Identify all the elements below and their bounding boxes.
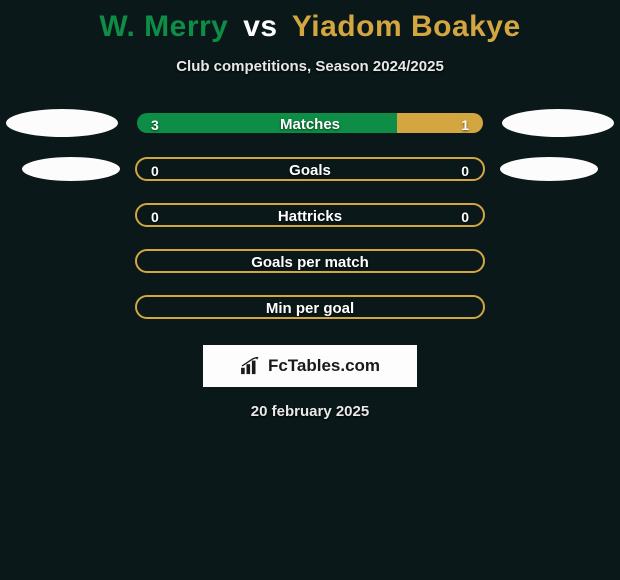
stat-label: Goals per match [137, 251, 483, 273]
stat-value-right: 0 [461, 205, 469, 227]
stat-bar: Min per goal [135, 295, 485, 319]
stat-value-left: 0 [151, 205, 159, 227]
comparison-title: W. Merry vs Yiadom Boakye [0, 0, 620, 44]
player2-ellipse [502, 109, 614, 137]
stat-row: Goals per match [0, 249, 620, 273]
stat-rows: Matches31Goals00Hattricks00Goals per mat… [0, 111, 620, 319]
stat-row: Hattricks0 0 [0, 203, 620, 227]
player1-name: W. Merry [99, 10, 228, 43]
stat-label: Goals [137, 159, 483, 181]
stat-row: Min per goal [0, 295, 620, 319]
stat-value-left: 0 [151, 159, 159, 181]
player2-ellipse [500, 157, 598, 181]
player1-ellipse [22, 157, 120, 181]
stat-bar: Matches3 1 [135, 111, 485, 135]
stat-value-left: 3 [151, 113, 159, 135]
stat-bar: Hattricks0 0 [135, 203, 485, 227]
stat-bar: Goals per match [135, 249, 485, 273]
brand-text: FcTables.com [268, 356, 380, 376]
vs-text: vs [243, 10, 277, 43]
player1-ellipse [6, 109, 118, 137]
stat-label: Min per goal [137, 297, 483, 319]
stat-value-right: 0 [461, 159, 469, 181]
subtitle: Club competitions, Season 2024/2025 [0, 58, 620, 75]
stat-label: Matches [137, 113, 483, 135]
brand-box: FcTables.com [203, 345, 417, 387]
stat-bar: Goals0 0 [135, 157, 485, 181]
chart-icon [240, 357, 262, 375]
stat-row: Matches3 1 [0, 111, 620, 135]
player2-name: Yiadom Boakye [292, 10, 521, 43]
stat-label: Hattricks [137, 205, 483, 227]
stat-row: Goals0 0 [0, 157, 620, 181]
date-text: 20 february 2025 [0, 403, 620, 420]
stat-value-right: 1 [461, 113, 469, 135]
